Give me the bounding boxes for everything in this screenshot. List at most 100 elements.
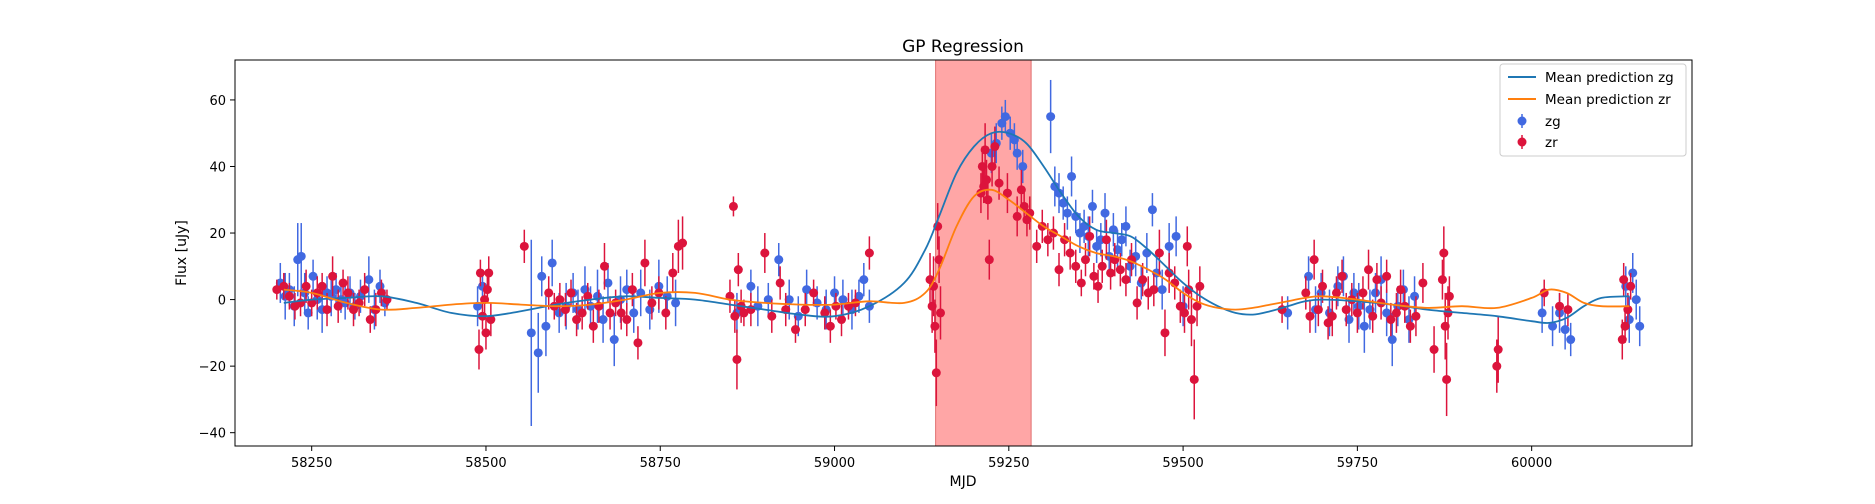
data-point-zr (1121, 275, 1131, 285)
legend-swatch-zr-marker (1517, 137, 1527, 147)
data-point-zg (364, 275, 374, 285)
data-point-zr (544, 288, 554, 298)
y-tick-label: 20 (209, 227, 226, 242)
data-point-zr (728, 201, 738, 211)
data-point-zr (555, 295, 565, 305)
data-point-zg (1117, 235, 1127, 245)
data-point-zg (1046, 112, 1056, 122)
data-point-zg (1382, 308, 1392, 318)
data-point-zr (572, 315, 582, 325)
highlight-span (935, 59, 1032, 447)
data-point-zg (1566, 335, 1576, 345)
data-point-zg (603, 278, 613, 288)
data-point-zr (1391, 308, 1401, 318)
data-point-zr (800, 305, 810, 315)
x-tick-label: 59000 (814, 456, 855, 471)
data-point-zr (733, 265, 743, 275)
data-point-zr (820, 308, 830, 318)
data-point-zg (859, 275, 869, 285)
data-point-zr (1418, 278, 1428, 288)
data-point-zr (633, 338, 643, 348)
plot-content (272, 59, 1645, 447)
data-point-zg (296, 251, 306, 261)
data-point-zr (1331, 288, 1341, 298)
data-point-zr (1372, 275, 1382, 285)
data-point-zr (1563, 305, 1573, 315)
data-point-zr (1182, 241, 1192, 251)
data-point-zr (982, 175, 992, 185)
data-point-zg (541, 321, 551, 331)
data-point-zr (482, 285, 492, 295)
x-tick-label: 58500 (465, 456, 506, 471)
data-point-zr (1115, 265, 1125, 275)
data-point-zr (1396, 285, 1406, 295)
data-point-zr (1097, 261, 1107, 271)
data-point-zr (1313, 305, 1323, 315)
data-point-zr (1025, 208, 1035, 218)
data-point-zg (533, 348, 543, 358)
data-point-zg (1171, 231, 1181, 241)
x-tick-label: 59500 (1162, 456, 1203, 471)
data-point-zr (1175, 301, 1185, 311)
data-point-zr (1368, 311, 1378, 321)
data-point-zr (622, 315, 632, 325)
data-point-zr (588, 321, 598, 331)
data-point-zr (481, 328, 491, 338)
data-point-zg (1631, 295, 1641, 305)
data-point-zg (774, 255, 784, 265)
data-point-zr (605, 308, 615, 318)
data-point-zg (1062, 208, 1072, 218)
data-point-zg (784, 295, 794, 305)
data-point-zr (647, 298, 657, 308)
data-point-zr (1012, 211, 1022, 221)
data-point-zr (661, 308, 671, 318)
data-point-zg (1537, 308, 1547, 318)
data-point-zr (1327, 311, 1337, 321)
data-point-zr (349, 305, 359, 315)
data-point-zr (1138, 275, 1148, 285)
data-point-zg (1075, 228, 1085, 238)
data-point-zr (1071, 261, 1081, 271)
data-point-zg (308, 271, 318, 281)
data-point-zg (830, 288, 840, 298)
data-point-zr (519, 241, 529, 251)
data-point-zr (1002, 188, 1012, 198)
data-point-zr (1076, 278, 1086, 288)
data-point-zr (994, 178, 1004, 188)
data-point-zg (609, 335, 619, 345)
data-point-zr (1160, 328, 1170, 338)
x-tick-label: 59250 (988, 456, 1029, 471)
data-point-zr (475, 268, 485, 278)
data-point-zr (360, 285, 370, 295)
data-point-zg (1387, 335, 1397, 345)
data-point-zr (1149, 285, 1159, 295)
data-point-zg (629, 308, 639, 318)
data-point-zr (279, 281, 289, 291)
x-tick-label: 58250 (291, 456, 332, 471)
data-point-zr (1411, 311, 1421, 321)
data-point-zr (583, 291, 593, 301)
data-point-zg (1100, 208, 1110, 218)
data-point-zr (983, 195, 993, 205)
data-point-zg (1410, 291, 1420, 301)
data-point-zr (809, 288, 819, 298)
y-axis-label: Flux [uJy] (174, 220, 190, 286)
data-point-zr (1101, 235, 1111, 245)
data-point-zr (767, 311, 777, 321)
data-point-zr (1179, 308, 1189, 318)
data-point-zr (1619, 275, 1629, 285)
data-point-zr (930, 321, 940, 331)
data-point-zg (547, 258, 557, 268)
data-point-zg (1071, 211, 1081, 221)
data-point-zg (526, 328, 536, 338)
data-point-zr (1493, 345, 1503, 354)
data-point-zr (935, 308, 945, 318)
data-point-zg (1624, 315, 1634, 325)
data-point-zr (338, 278, 348, 288)
legend-swatch-zg-marker (1517, 116, 1527, 126)
data-point-zr (934, 255, 944, 265)
y-tick-label: −20 (199, 360, 226, 375)
data-point-zr (317, 281, 327, 291)
data-point-zr (627, 285, 637, 295)
data-point-zr (864, 248, 874, 258)
